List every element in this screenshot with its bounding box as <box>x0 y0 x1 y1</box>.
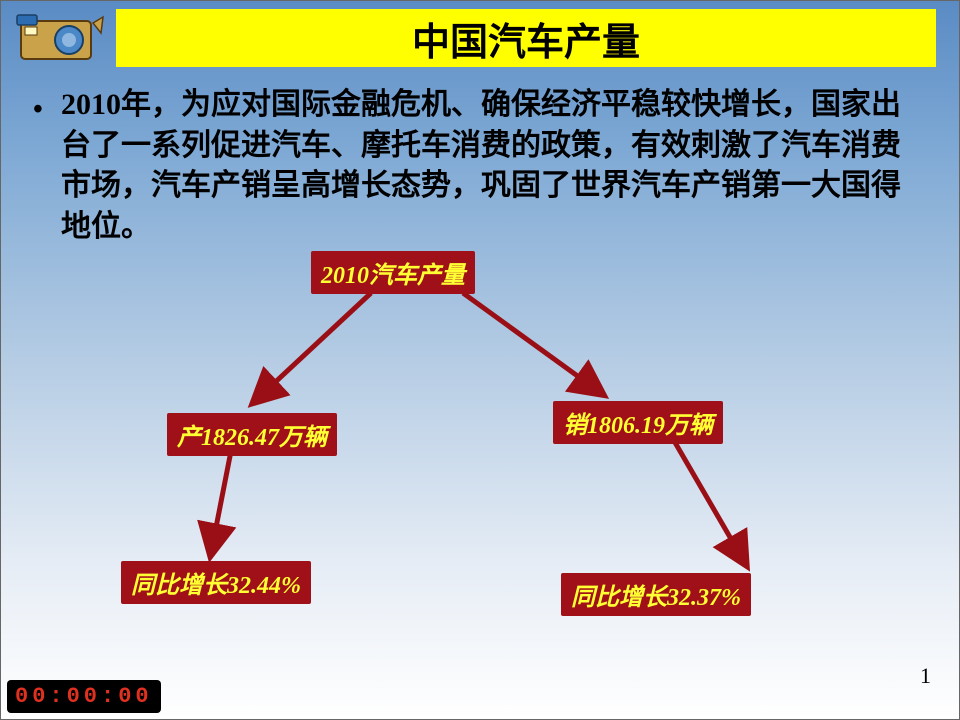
node-growth-sales: 同比增长32.37% <box>561 573 751 616</box>
node-root: 2010汽车产量 <box>311 251 475 294</box>
camera-icon <box>15 3 105 67</box>
slide: 中国汽车产量 • 2010年，为应对国际金融危机、确保经济平稳较快增长，国家出台… <box>0 0 960 720</box>
node-sales: 销1806.19万辆 <box>553 401 723 444</box>
node-production: 产1826.47万辆 <box>167 413 337 456</box>
title-bar: 中国汽车产量 <box>116 9 936 67</box>
body-paragraph: 2010年，为应对国际金融危机、确保经济平稳较快增长，国家出台了一系列促进汽车、… <box>61 88 901 243</box>
timer-counter: 00:00:00 <box>7 680 161 713</box>
page-number: 1 <box>920 663 931 689</box>
slide-title: 中国汽车产量 <box>412 11 640 66</box>
body-text: • 2010年，为应对国际金融危机、确保经济平稳较快增长，国家出台了一系列促进汽… <box>61 85 901 247</box>
bullet-icon: • <box>33 91 43 129</box>
node-growth-prod: 同比增长32.44% <box>121 561 311 604</box>
